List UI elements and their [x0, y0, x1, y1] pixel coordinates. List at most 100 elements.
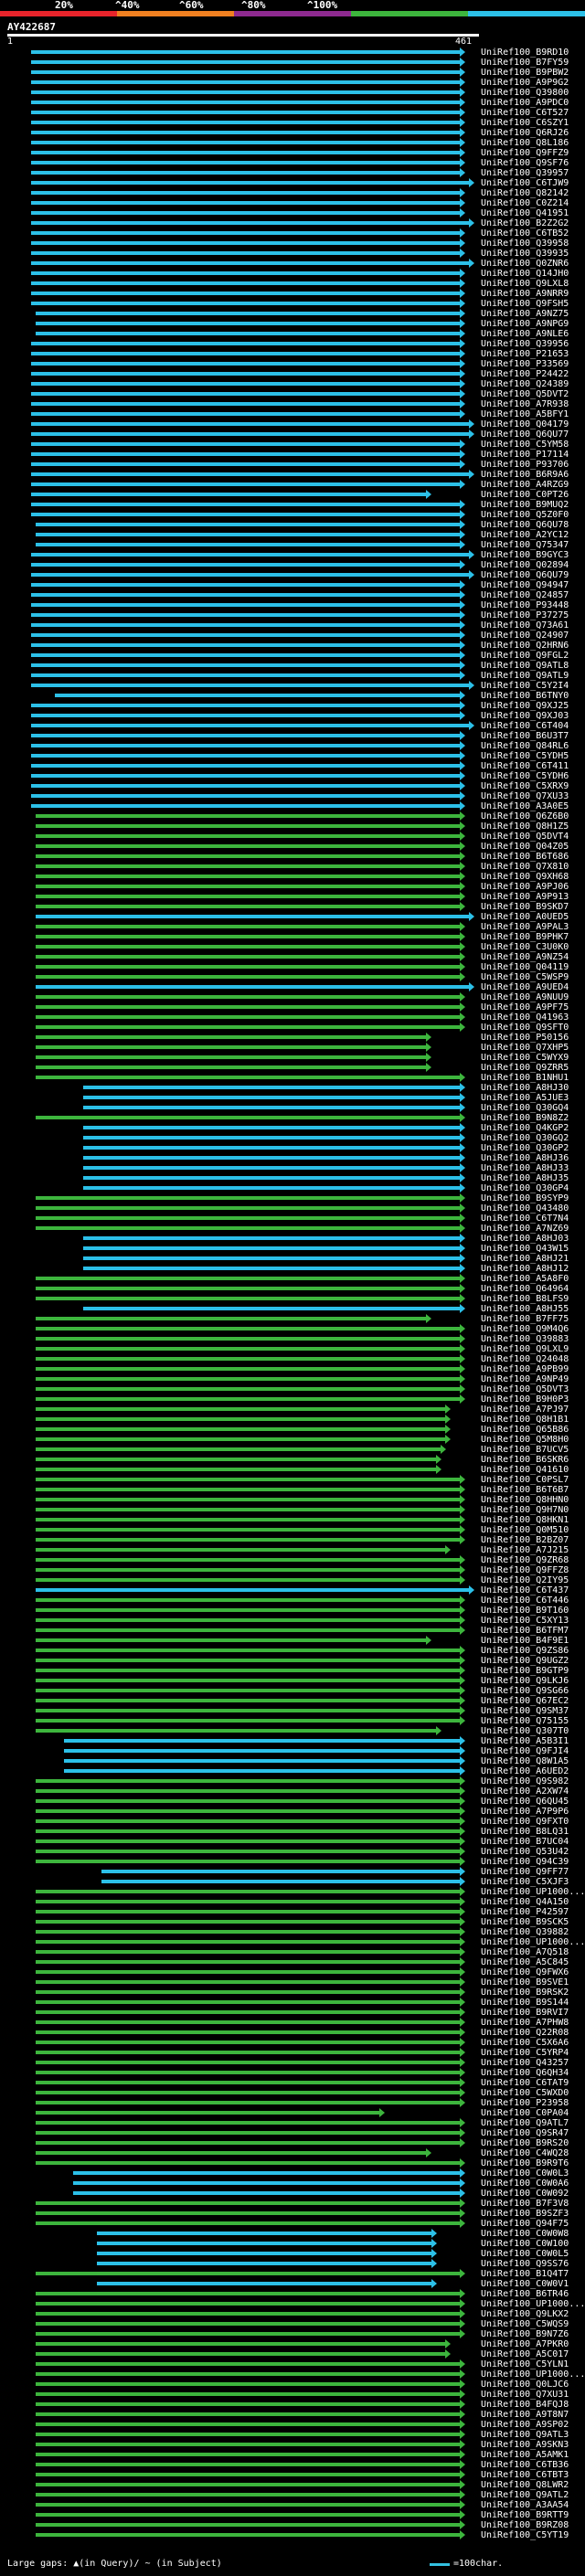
hit-accession-link[interactable]: UniRef100_Q9LKJ6: [481, 1676, 569, 1686]
hit-accession-link[interactable]: UniRef100_B6R9A6: [481, 470, 569, 480]
alignment-hit-bar[interactable]: [35, 862, 465, 871]
alignment-hit-bar[interactable]: [101, 1867, 465, 1876]
table-row[interactable]: UniRef100_P93706: [0, 460, 585, 470]
alignment-hit-bar[interactable]: [35, 1053, 432, 1062]
hit-accession-link[interactable]: UniRef100_Q65B86: [481, 1425, 569, 1435]
table-row[interactable]: UniRef100_C0W092: [0, 2189, 585, 2199]
hit-accession-link[interactable]: UniRef100_A8HJ30: [481, 1083, 569, 1093]
table-row[interactable]: UniRef100_B9RZ08: [0, 2520, 585, 2530]
hit-accession-link[interactable]: UniRef100_Q30GP4: [481, 1183, 569, 1193]
hit-accession-link[interactable]: UniRef100_Q0LJC6: [481, 2380, 569, 2390]
table-row[interactable]: UniRef100_B9SVE1: [0, 1977, 585, 1988]
table-row[interactable]: UniRef100_B1NHU1: [0, 1073, 585, 1083]
table-row[interactable]: UniRef100_A9P9G2: [0, 78, 585, 88]
alignment-hit-bar[interactable]: [35, 1927, 465, 1936]
alignment-hit-bar[interactable]: [73, 2178, 465, 2188]
hit-accession-link[interactable]: UniRef100_A9NZ75: [481, 309, 569, 319]
table-row[interactable]: UniRef100_Q8W1A5: [0, 1756, 585, 1766]
alignment-hit-bar[interactable]: [35, 1696, 465, 1705]
hit-accession-link[interactable]: UniRef100_A8HJ55: [481, 1304, 569, 1314]
table-row[interactable]: UniRef100_Q84RL6: [0, 741, 585, 751]
hit-accession-link[interactable]: UniRef100_C0Z214: [481, 198, 569, 208]
alignment-hit-bar[interactable]: [35, 852, 465, 861]
table-row[interactable]: UniRef100_Q41610: [0, 1465, 585, 1475]
alignment-hit-bar[interactable]: [35, 1957, 465, 1966]
hit-accession-link[interactable]: UniRef100_A7PJ97: [481, 1405, 569, 1415]
alignment-hit-bar[interactable]: [35, 952, 465, 961]
table-row[interactable]: UniRef100_Q8H1B1: [0, 1415, 585, 1425]
table-row[interactable]: UniRef100_B9RSK2: [0, 1988, 585, 1998]
table-row[interactable]: UniRef100_C5WXD0: [0, 2088, 585, 2098]
hit-accession-link[interactable]: UniRef100_Q8H1B1: [481, 1415, 569, 1425]
hit-accession-link[interactable]: UniRef100_Q24389: [481, 379, 569, 389]
alignment-hit-bar[interactable]: [35, 1023, 465, 1032]
hit-accession-link[interactable]: UniRef100_A5B3I1: [481, 1736, 569, 1746]
hit-accession-link[interactable]: UniRef100_C5WXD0: [481, 2088, 569, 2098]
alignment-hit-bar[interactable]: [35, 1907, 465, 1916]
hit-accession-link[interactable]: UniRef100_B9SKD7: [481, 902, 569, 912]
alignment-hit-bar[interactable]: [35, 2108, 385, 2117]
alignment-hit-bar[interactable]: [73, 2168, 465, 2178]
alignment-hit-bar[interactable]: [35, 1354, 465, 1363]
table-row[interactable]: UniRef100_A0UED5: [0, 912, 585, 922]
hit-accession-link[interactable]: UniRef100_C6T7N4: [481, 1214, 569, 1224]
table-row[interactable]: UniRef100_C0PA04: [0, 2108, 585, 2118]
alignment-hit-bar[interactable]: [30, 198, 465, 207]
table-row[interactable]: UniRef100_Q22R08: [0, 2028, 585, 2038]
alignment-hit-bar[interactable]: [30, 419, 474, 429]
alignment-hit-bar[interactable]: [63, 1756, 465, 1765]
alignment-hit-bar[interactable]: [35, 1606, 465, 1615]
hit-accession-link[interactable]: UniRef100_C6TJW9: [481, 178, 569, 188]
alignment-hit-bar[interactable]: [35, 1374, 465, 1383]
hit-accession-link[interactable]: UniRef100_A5C845: [481, 1957, 569, 1967]
hit-accession-link[interactable]: UniRef100_C5YT19: [481, 2530, 569, 2540]
alignment-hit-bar[interactable]: [35, 2410, 465, 2419]
table-row[interactable]: UniRef100_Q30GQ2: [0, 1133, 585, 1143]
table-row[interactable]: UniRef100_C6TB52: [0, 228, 585, 239]
table-row[interactable]: UniRef100_B6SKR6: [0, 1455, 585, 1465]
alignment-hit-bar[interactable]: [35, 1937, 465, 1946]
alignment-hit-bar[interactable]: [35, 1917, 465, 1926]
hit-accession-link[interactable]: UniRef100_C5XJF3: [481, 1877, 569, 1887]
table-row[interactable]: UniRef100_B9RVI7: [0, 2008, 585, 2018]
alignment-hit-bar[interactable]: [30, 801, 465, 811]
hit-accession-link[interactable]: UniRef100_Q67EC2: [481, 1696, 569, 1706]
table-row[interactable]: UniRef100_Q43257: [0, 2058, 585, 2068]
alignment-hit-bar[interactable]: [35, 982, 474, 991]
alignment-hit-bar[interactable]: [30, 681, 474, 690]
table-row[interactable]: UniRef100_A5B3I1: [0, 1736, 585, 1746]
table-row[interactable]: UniRef100_Q9FF77: [0, 1867, 585, 1877]
alignment-hit-bar[interactable]: [35, 1334, 465, 1343]
alignment-hit-bar[interactable]: [35, 1475, 465, 1484]
alignment-hit-bar[interactable]: [35, 2430, 465, 2439]
hit-accession-link[interactable]: UniRef100_B9RZ08: [481, 2520, 569, 2530]
hit-accession-link[interactable]: UniRef100_C0PT26: [481, 490, 569, 500]
hit-accession-link[interactable]: UniRef100_C6T446: [481, 1595, 569, 1606]
hit-accession-link[interactable]: UniRef100_A9PF75: [481, 1002, 569, 1012]
alignment-hit-bar[interactable]: [82, 1304, 465, 1313]
alignment-hit-bar[interactable]: [35, 872, 465, 881]
table-row[interactable]: UniRef100_C0W100: [0, 2239, 585, 2249]
alignment-hit-bar[interactable]: [35, 1555, 465, 1564]
hit-accession-link[interactable]: UniRef100_Q14JH0: [481, 269, 569, 279]
hit-accession-link[interactable]: UniRef100_B4F9E1: [481, 1636, 569, 1646]
table-row[interactable]: UniRef100_A9UED4: [0, 982, 585, 992]
alignment-hit-bar[interactable]: [35, 1837, 465, 1846]
hit-accession-link[interactable]: UniRef100_A5BFY1: [481, 409, 569, 419]
alignment-hit-bar[interactable]: [35, 1827, 465, 1836]
alignment-hit-bar[interactable]: [30, 781, 465, 790]
hit-accession-link[interactable]: UniRef100_Q43480: [481, 1203, 569, 1214]
table-row[interactable]: UniRef100_UP1000...: [0, 2369, 585, 2380]
table-row[interactable]: UniRef100_C0PSL7: [0, 1475, 585, 1485]
table-row[interactable]: UniRef100_B7UCV5: [0, 1445, 585, 1455]
alignment-hit-bar[interactable]: [30, 560, 465, 569]
alignment-hit-bar[interactable]: [35, 1465, 441, 1474]
alignment-hit-bar[interactable]: [35, 2390, 465, 2399]
alignment-hit-bar[interactable]: [30, 158, 465, 167]
alignment-hit-bar[interactable]: [30, 440, 465, 449]
table-row[interactable]: UniRef100_Q41963: [0, 1012, 585, 1023]
table-row[interactable]: UniRef100_B9SYP9: [0, 1193, 585, 1203]
hit-accession-link[interactable]: UniRef100_C5WQS9: [481, 2319, 569, 2329]
alignment-hit-bar[interactable]: [35, 2520, 465, 2529]
table-row[interactable]: UniRef100_Q5Z0F0: [0, 510, 585, 520]
